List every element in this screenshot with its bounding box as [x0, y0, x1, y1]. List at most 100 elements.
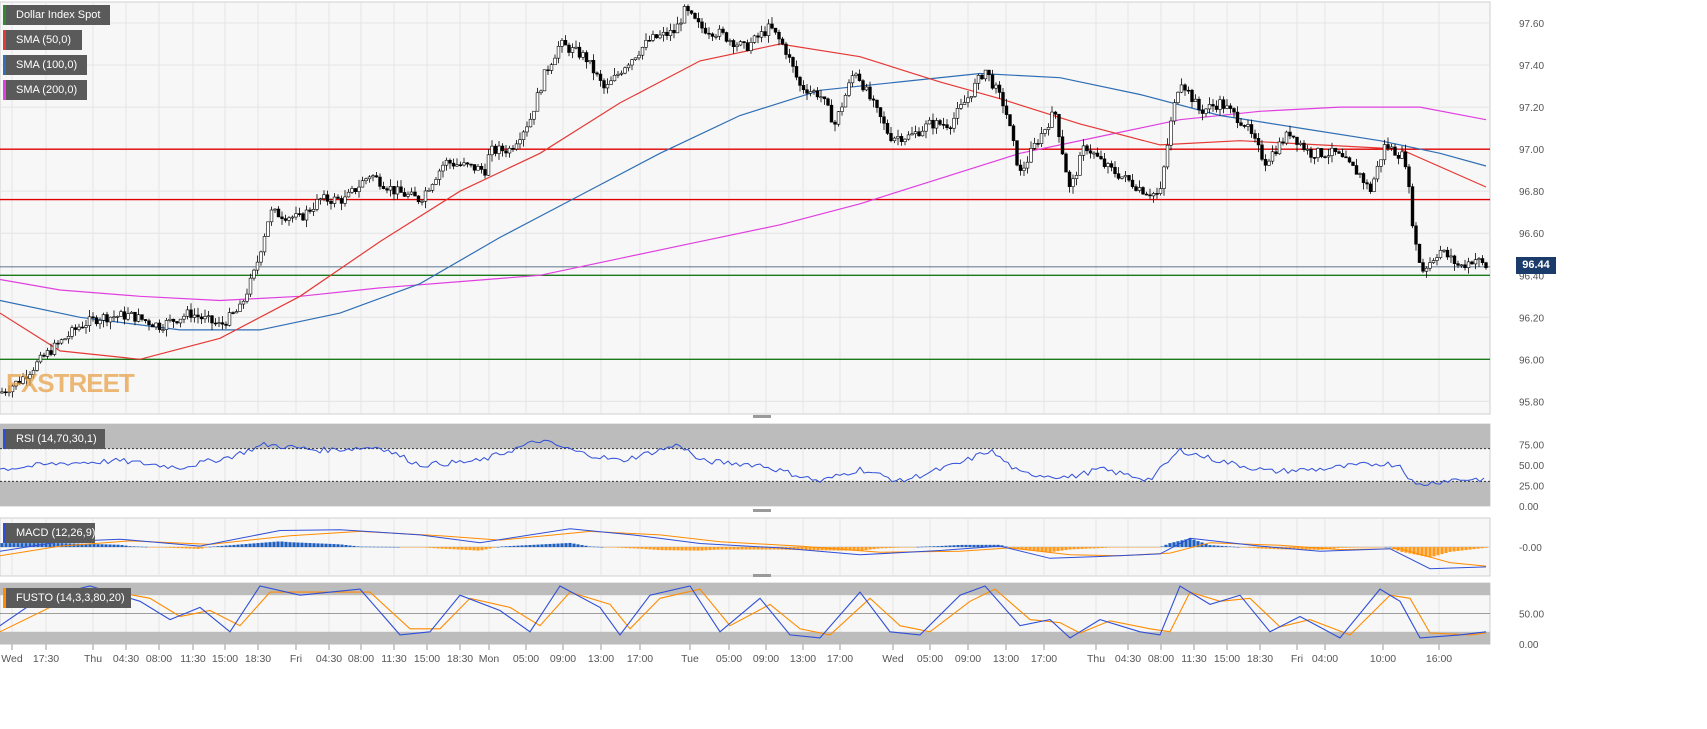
legend-sma-100[interactable]: SMA (100,0): [3, 55, 87, 75]
macd-hist-bar-12: [48, 543, 52, 547]
candle-body-244: [854, 73, 858, 76]
x-tick-label-16: 09:00: [550, 653, 576, 665]
candle-body-79: [276, 208, 281, 218]
macd-hist-bar-116: [464, 547, 468, 550]
candle-body-285: [997, 84, 1002, 93]
macd-hist-bar-291: [1164, 544, 1168, 547]
macd-hist-bar-339: [1356, 547, 1360, 548]
macd-hist-bar-132: [528, 545, 532, 547]
macd-hist-bar-267: [1068, 547, 1072, 550]
candle-body-95: [332, 196, 337, 204]
candle-body-385: [1347, 157, 1352, 163]
candle-body-41: [143, 319, 148, 322]
x-tick-label-7: 18:30: [245, 653, 271, 665]
macd-hist-bar-369: [1476, 547, 1480, 549]
candle-body-193: [675, 23, 680, 34]
fusto-panel[interactable]: 50.00 0.00: [0, 574, 1544, 651]
macd-hist-bar-142: [568, 542, 572, 547]
candle-body-163: [570, 47, 575, 53]
macd-hist-bar-180: [720, 547, 724, 550]
legend-sma-50[interactable]: SMA (50,0): [3, 30, 82, 50]
legend-fusto[interactable]: FUSTO (14,3,3,80,20): [3, 588, 131, 608]
macd-hist-bar-238: [952, 545, 956, 547]
candle-body-65: [227, 312, 232, 326]
candle-body-20: [70, 327, 74, 337]
candle-body-53: [185, 309, 190, 317]
macd-hist-bar-150: [600, 546, 604, 548]
macd-hist-bar-16: [64, 543, 68, 547]
candle-body-371: [1298, 142, 1303, 145]
macd-hist-bar-261: [1044, 547, 1048, 552]
macd-hist-bar-163: [652, 547, 656, 550]
legend-rsi[interactable]: RSI (14,70,30,1): [3, 429, 105, 449]
macd-hist-bar-224: [896, 547, 900, 548]
candle-body-169: [591, 60, 596, 74]
candle-body-5: [17, 380, 22, 384]
candle-body-40: [140, 314, 144, 320]
macd-hist-bar-89: [356, 546, 360, 547]
macd-hist-bar-216: [864, 547, 868, 551]
candle-body-34: [119, 311, 123, 317]
x-tick-label-20: 05:00: [716, 653, 742, 665]
candle-body-331: [1158, 188, 1163, 194]
macd-hist-bar-122: [488, 547, 492, 549]
legend-dollar-index-spot[interactable]: Dollar Index Spot: [3, 5, 110, 25]
macd-hist-bar-360: [1440, 547, 1444, 555]
candle-body-128: [448, 159, 452, 164]
candle-body-221: [773, 27, 778, 33]
candle-body-81: [283, 218, 288, 221]
macd-hist-bar-168: [672, 547, 676, 551]
candle-body-341: [1193, 98, 1198, 103]
macd-hist-bar-256: [1024, 547, 1028, 550]
candle-body-68: [238, 303, 242, 312]
candle-body-0: [0, 391, 4, 394]
macd-panel[interactable]: -0.00: [0, 509, 1542, 577]
candle-body-409: [1431, 260, 1436, 263]
candle-body-186: [651, 34, 655, 41]
macd-hist-bar-115: [460, 547, 464, 550]
candle-body-420: [1470, 261, 1474, 265]
x-tick-label-15: 05:00: [513, 653, 539, 665]
candle-body-403: [1410, 186, 1415, 227]
macd-hist-bar-309: [1236, 546, 1240, 548]
macd-hist-bar-158: [632, 547, 636, 549]
candle-body-126: [441, 164, 445, 172]
candle-body-112: [392, 186, 396, 195]
candle-body-78: [273, 208, 277, 211]
candle-body-191: [668, 29, 673, 36]
candle-body-77: [269, 209, 274, 223]
legend-sma-200[interactable]: SMA (200,0): [3, 80, 87, 100]
candle-body-421: [1473, 259, 1478, 265]
macd-hist-bar-140: [560, 543, 564, 547]
macd-hist-bar-361: [1444, 547, 1448, 554]
legend-macd[interactable]: MACD (12,26,9): [3, 523, 95, 543]
macd-hist-bar-147: [588, 546, 592, 547]
macd-hist-bar-354: [1416, 547, 1420, 556]
macd-hist-bar-286: [1144, 547, 1148, 548]
candle-body-31: [108, 316, 113, 323]
candle-body-395: [1382, 144, 1387, 161]
candle-body-261: [913, 131, 918, 135]
candle-body-21: [73, 327, 78, 330]
macd-hist-bar-23: [92, 544, 96, 547]
macd-hist-bar-314: [1256, 547, 1260, 549]
macd-hist-bar-74: [296, 542, 300, 547]
candle-body-224: [784, 43, 788, 55]
price-panel[interactable]: 97.60 97.40 97.20 97.00 96.80 96.60 96.40 96.20…: [0, 1, 1544, 415]
candle-body-252: [882, 116, 886, 124]
x-tick-label-29: Thu: [1087, 653, 1105, 665]
candle-body-322: [1127, 175, 1131, 181]
macd-hist-bar-8: [32, 543, 36, 547]
macd-hist-bar-76: [304, 542, 308, 547]
macd-hist-bar-203: [812, 547, 816, 551]
macd-hist-bar-136: [544, 544, 548, 547]
macd-hist-bar-244: [976, 544, 980, 547]
macd-hist-bar-24: [96, 544, 100, 547]
macd-hist-bar-66: [264, 542, 268, 547]
macd-hist-bar-101: [404, 547, 408, 548]
candle-body-290: [1015, 140, 1019, 166]
candle-body-394: [1379, 159, 1383, 167]
rsi-panel[interactable]: 75.00 50.00 25.00 0.00: [0, 415, 1544, 513]
rsi-resize-grip: [753, 415, 771, 418]
macd-hist-bar-59: [236, 544, 240, 547]
